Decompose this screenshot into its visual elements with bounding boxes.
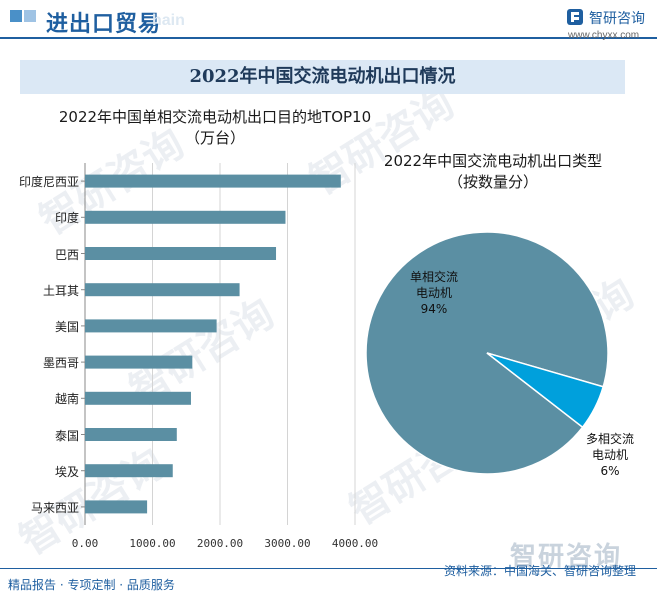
pie-label-minor-line: 多相交流 — [586, 431, 634, 446]
category-label: 巴西 — [54, 247, 79, 262]
pie-label-main-line: 电动机 — [416, 286, 452, 300]
pie-chart-subtitle: （按数量分） — [447, 173, 538, 191]
bar — [85, 428, 177, 441]
pie-chart-title: 2022年中国交流电动机出口类型 — [383, 152, 603, 170]
brand-name: 智研咨询 — [589, 11, 645, 27]
header-square-icon — [10, 10, 22, 22]
header-bar — [0, 0, 657, 36]
source-note: 资料来源：中国海关、智研咨询整理 — [444, 564, 637, 578]
category-label: 越南 — [54, 392, 79, 407]
bar — [85, 355, 193, 369]
x-tick-label: 2000.00 — [196, 537, 244, 550]
pie-label-minor-line: 电动机 — [592, 448, 628, 462]
category-label: 泰国 — [54, 428, 79, 443]
pie-label-main: 单相交流电动机 94% — [410, 269, 458, 316]
bar — [85, 500, 148, 514]
bar — [85, 464, 173, 478]
bar — [85, 247, 277, 260]
footer-watermark: 智研咨询 — [510, 542, 623, 572]
bar-chart-unit: （万台） — [184, 129, 245, 147]
pie-label-main-line: 94% — [421, 302, 448, 316]
header-divider — [0, 37, 657, 39]
header-watermark: hain — [152, 12, 185, 29]
category-label: 墨西哥 — [42, 356, 79, 371]
category-label: 埃及 — [54, 464, 79, 479]
x-tick-label: 1000.00 — [129, 537, 176, 550]
pie-label-minor-line: 6% — [600, 464, 619, 478]
category-label: 马来西亚 — [30, 500, 79, 515]
bar — [85, 319, 217, 333]
footer-divider — [0, 568, 657, 569]
pie-slice-minor — [486, 352, 605, 429]
header-square-icon — [24, 10, 36, 22]
x-tick-label: 3000.00 — [264, 537, 311, 550]
footer-slogan: 精品报告 · 专项定制 · 品质服务 — [8, 578, 175, 592]
category-label: 印度 — [54, 211, 79, 226]
category-label: 美国 — [54, 319, 79, 334]
bar — [85, 391, 191, 405]
category-label: 土耳其 — [42, 283, 79, 298]
x-tick-label: 4000.00 — [331, 537, 379, 550]
main-title: 2022年中国交流电动机出口情况 — [189, 66, 456, 87]
pie-label-main-line: 单相交流 — [410, 269, 458, 284]
bar-chart-title: 2022年中国单相交流电动机出口目的地TOP10 — [58, 108, 372, 126]
main-title-background — [20, 60, 625, 94]
category-label: 印度尼西亚 — [18, 175, 79, 190]
page-title: 进出口贸易 — [46, 12, 162, 37]
bar — [85, 210, 286, 224]
brand-logo-icon — [567, 9, 583, 25]
bar — [85, 283, 240, 297]
x-tick-label: 0.00 — [71, 537, 99, 550]
brand-url: www.chyxx.com — [568, 30, 640, 41]
pie-label-minor: 多相交流电动机 6% — [586, 431, 634, 478]
bar — [85, 174, 341, 188]
